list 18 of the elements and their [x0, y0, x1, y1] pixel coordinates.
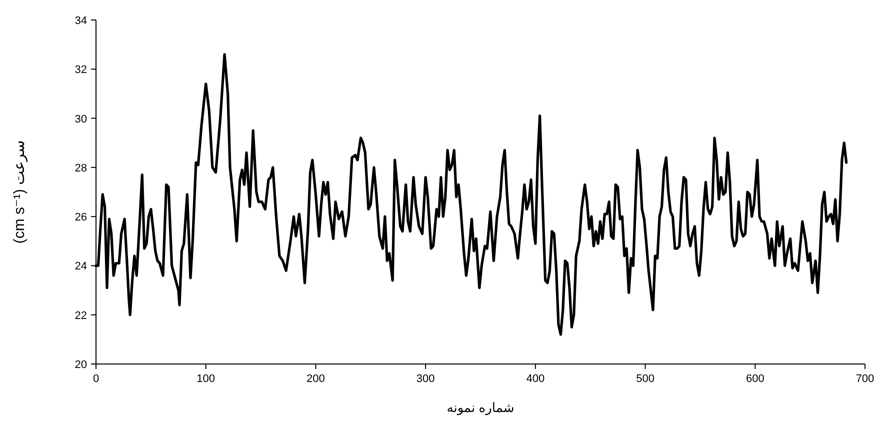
- x-tick-label: 300: [416, 373, 435, 385]
- y-tick-label: 22: [74, 310, 87, 322]
- y-tick-label: 34: [74, 15, 87, 27]
- y-tick-label: 32: [74, 64, 87, 76]
- x-tick-label: 0: [92, 373, 100, 385]
- y-tick-label: 20: [74, 359, 87, 371]
- y-axis-title: سرعت (cm s⁻¹): [11, 140, 28, 244]
- x-axis-title: شماره نمونه: [446, 400, 514, 416]
- y-tick-label: 30: [74, 113, 87, 126]
- y-tick-label: 28: [74, 162, 87, 174]
- x-tick-label: 400: [526, 373, 545, 385]
- x-tick-label: 700: [856, 373, 874, 385]
- y-tick-label: 24: [74, 260, 87, 273]
- x-tick-label: 500: [636, 373, 654, 385]
- x-tick-label: 100: [196, 373, 216, 385]
- y-tick-label: 26: [74, 212, 87, 224]
- x-tick-label: 200: [306, 373, 325, 385]
- x-tick-label: 600: [746, 373, 764, 385]
